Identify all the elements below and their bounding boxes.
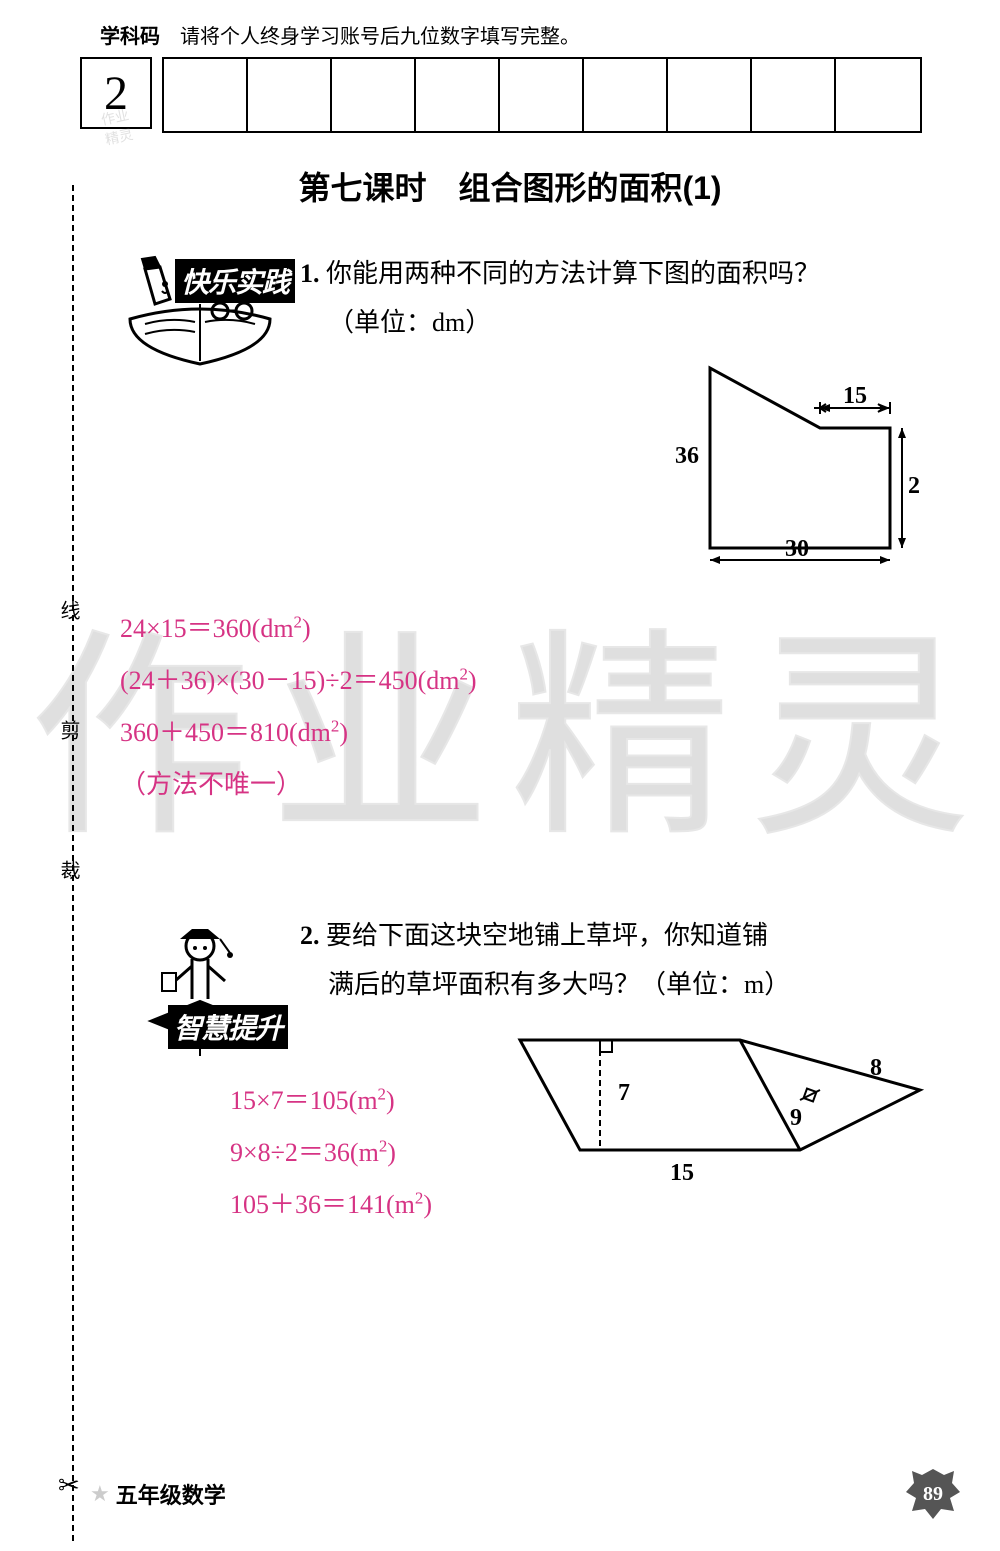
- grid-cell[interactable]: [248, 59, 332, 131]
- cut-label-cut: 剪: [54, 720, 83, 770]
- footer: ★ 五年级数学 89: [90, 1467, 960, 1521]
- dim-36: 36: [675, 443, 699, 469]
- scissors-icon: ✂: [58, 1471, 80, 1501]
- question-1-content: 1. 你能用两种不同的方法计算下图的面积吗？ （单位：dm） 15 36: [300, 249, 940, 573]
- q2-line-a: 要给下面这块空地铺上草坪，你知道铺: [326, 921, 768, 950]
- practice-icon-block: 快乐实践: [120, 249, 280, 573]
- q1-line-b: （单位：dm）: [300, 298, 940, 347]
- stamp-watermark: 作业精灵: [66, 83, 169, 170]
- ans1-line: (24＋36)×(30－15)÷2＝450(dm2): [120, 655, 940, 707]
- page-root: 学科码 请将个人终身学习账号后九位数字填写完整。 2 作业精灵 第七课时 组合图…: [0, 0, 1000, 1551]
- q1-line-a: 你能用两种不同的方法计算下图的面积吗？: [326, 259, 820, 288]
- q2-number: 2.: [300, 921, 320, 950]
- grid-cell[interactable]: [836, 59, 920, 131]
- dim-30: 30: [785, 536, 809, 562]
- page-number-badge: 89: [906, 1467, 960, 1521]
- grid-cell[interactable]: [416, 59, 500, 131]
- header-row: 学科码 请将个人终身学习账号后九位数字填写完整。: [80, 20, 940, 49]
- question-1-text: 1. 你能用两种不同的方法计算下图的面积吗？: [300, 249, 940, 298]
- q2-line-b: 满后的草坪面积有多大吗？（单位：m）: [300, 960, 940, 1009]
- ans1-line: （方法不唯一）: [120, 759, 940, 811]
- star-icon: ★: [90, 1481, 110, 1507]
- lesson-title: 第七课时 组合图形的面积(1): [80, 163, 940, 209]
- dim-9: 9: [790, 1105, 802, 1131]
- wisdom-badge: 智慧提升: [168, 1005, 288, 1049]
- practice-badge: 快乐实践: [175, 259, 295, 303]
- dim-8: 8: [870, 1055, 882, 1081]
- footer-left: ★ 五年级数学: [90, 1478, 226, 1510]
- cut-label-line: 线: [54, 600, 83, 650]
- grid-cell[interactable]: [584, 59, 668, 131]
- grid-cell[interactable]: [164, 59, 248, 131]
- section-1: 快乐实践 1. 你能用两种不同的方法计算下图的面积吗？ （单位：dm） 15: [80, 249, 940, 573]
- dim-7: 7: [618, 1080, 630, 1106]
- subject-number-box: 2 作业精灵: [80, 57, 152, 129]
- diagram-2: 7 8 9 15: [300, 1020, 940, 1195]
- subject-code-label: 学科码: [100, 20, 160, 49]
- boxes-row: 2 作业精灵: [80, 57, 940, 133]
- dim-15: 15: [843, 383, 867, 409]
- ans1-line: 24×15＝360(dm2): [120, 603, 940, 655]
- cut-label-trim: 裁: [54, 860, 83, 910]
- grid-cell[interactable]: [500, 59, 584, 131]
- footer-label: 五年级数学: [116, 1478, 226, 1510]
- grid-cell[interactable]: [332, 59, 416, 131]
- q1-number: 1.: [300, 259, 320, 288]
- page-number: 89: [923, 1483, 943, 1506]
- dim-24: 24: [908, 473, 920, 499]
- question-2-content: 2. 要给下面这块空地铺上草坪，你知道铺 满后的草坪面积有多大吗？（单位：m） …: [300, 911, 940, 1195]
- header-instruction: 请将个人终身学习账号后九位数字填写完整。: [180, 20, 580, 49]
- grid-cell[interactable]: [752, 59, 836, 131]
- grid-cell[interactable]: [668, 59, 752, 131]
- diagram-1: 15 36 24 30: [300, 358, 940, 573]
- question-2-text: 2. 要给下面这块空地铺上草坪，你知道铺: [300, 911, 940, 960]
- account-grid: [162, 57, 922, 133]
- answer-block-1: 24×15＝360(dm2) (24＋36)×(30－15)÷2＝450(dm2…: [80, 603, 940, 811]
- dim-15b: 15: [670, 1160, 694, 1186]
- section-2: 智慧提升 2. 要给下面这块空地铺上草坪，你知道铺 满后的草坪面积有多大吗？（单…: [80, 911, 940, 1195]
- ans1-line: 360＋450＝810(dm2): [120, 707, 940, 759]
